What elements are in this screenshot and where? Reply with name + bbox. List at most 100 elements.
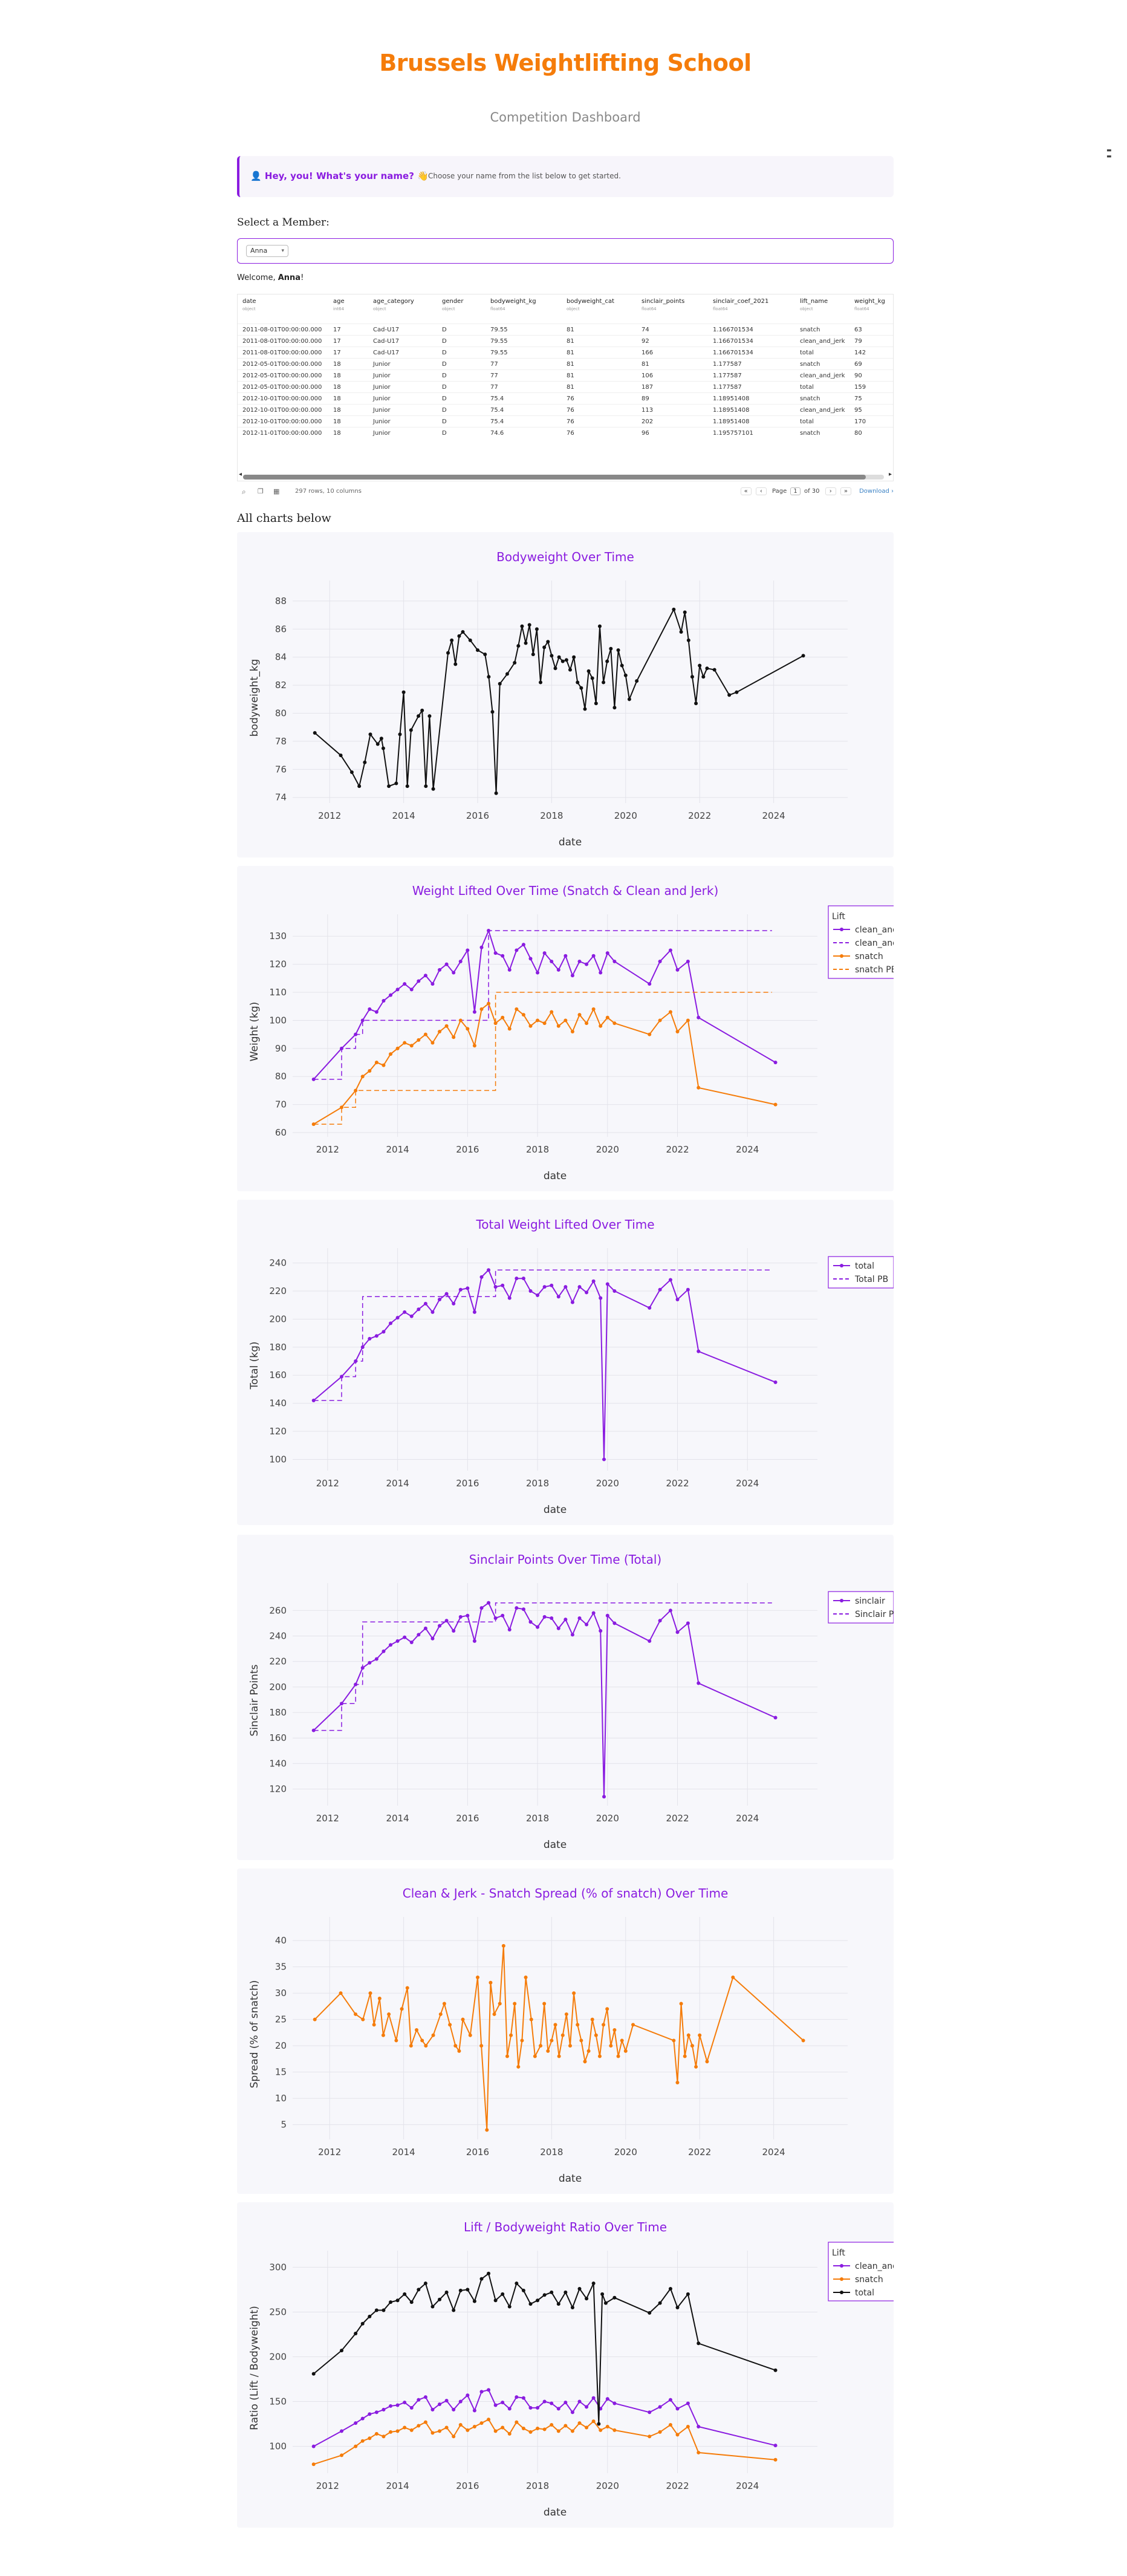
- last-page-button[interactable]: »: [840, 487, 851, 495]
- legend-entry[interactable]: clean_and_jerk: [855, 2262, 894, 2271]
- all-charts-heading: All charts below: [237, 512, 331, 525]
- table-cell: 92: [641, 338, 649, 345]
- table-cell: 159: [854, 384, 866, 391]
- legend-entry[interactable]: total: [855, 1261, 874, 1271]
- legend-entry[interactable]: Sinclair PB: [855, 1610, 894, 1619]
- legend-entry[interactable]: Total PB: [854, 1275, 888, 1284]
- legend-entry[interactable]: snatch: [855, 2275, 883, 2285]
- chart-icon[interactable]: ▦: [273, 487, 279, 495]
- scrollbar-thumb[interactable]: [243, 475, 866, 480]
- welcome-message: Welcome, Anna!: [237, 273, 304, 282]
- next-page-button[interactable]: ›: [825, 487, 836, 495]
- data-point: [675, 2081, 679, 2084]
- x-tick-label: 2018: [540, 2147, 563, 2158]
- column-header-date[interactable]: date object: [242, 298, 256, 311]
- data-point: [585, 2405, 588, 2408]
- table-row[interactable]: 2011-08-01T00:00:00.000 17 Cad-U17 D 79.55 81…: [238, 324, 894, 336]
- table-cell: 2011-08-01T00:00:00.000: [242, 338, 322, 345]
- legend-entry[interactable]: clean_and_jerk PB: [855, 938, 894, 948]
- column-header-bodyweight-kg[interactable]: bodyweight_kg float64: [490, 298, 536, 311]
- x-tick-label: 2020: [596, 1144, 619, 1155]
- data-point: [535, 627, 539, 631]
- data-point: [369, 1991, 372, 1995]
- column-header-bodyweight-cat[interactable]: bodyweight_cat object: [567, 298, 614, 311]
- legend-entry[interactable]: snatch PB: [855, 965, 894, 975]
- table-row[interactable]: 2011-08-01T00:00:00.000 17 Cad-U17 D 79.55 81…: [238, 335, 894, 347]
- data-point: [363, 761, 366, 764]
- column-header-label: sinclair_coef_2021: [713, 298, 768, 305]
- legend-entry[interactable]: snatch: [855, 952, 883, 961]
- column-header-age[interactable]: age int64: [333, 298, 345, 311]
- data-point: [524, 1976, 528, 1979]
- page-label: Page: [772, 488, 787, 495]
- data-point: [508, 1628, 512, 1631]
- y-tick-label: 110: [269, 987, 287, 998]
- data-point: [585, 2297, 588, 2300]
- data-point: [410, 987, 414, 991]
- member-select-container[interactable]: Anna ▾: [237, 238, 894, 264]
- table-row[interactable]: 2012-10-01T00:00:00.000 18 Junior D 75.4 76 20…: [238, 415, 894, 428]
- x-tick-label: 2024: [762, 2147, 785, 2158]
- table-row[interactable]: 2012-05-01T00:00:00.000 18 Junior D 77 81 187 1…: [238, 381, 894, 393]
- data-point: [494, 2403, 498, 2407]
- legend-entry[interactable]: total: [855, 2288, 874, 2298]
- column-header-sinclair-points[interactable]: sinclair_points float64: [641, 298, 684, 311]
- data-point: [369, 732, 372, 736]
- data-point: [368, 1661, 371, 1665]
- data-point: [466, 2393, 469, 2397]
- copy-icon[interactable]: ❐: [258, 487, 264, 495]
- data-point: [403, 982, 406, 986]
- legend-entry[interactable]: sinclair: [855, 1596, 885, 1606]
- table-row[interactable]: 2012-11-01T00:00:00.000 18 Junior D 74.6 76 96…: [238, 427, 894, 439]
- data-point: [417, 2424, 420, 2428]
- first-page-button[interactable]: «: [741, 487, 752, 495]
- table-row[interactable]: 2011-08-01T00:00:00.000 17 Cad-U17 D 79.55 81…: [238, 346, 894, 359]
- column-header-label: bodyweight_kg: [490, 298, 536, 305]
- data-point: [543, 2427, 547, 2431]
- data-point: [382, 2435, 385, 2438]
- data-point: [438, 1298, 441, 1301]
- data-point: [658, 960, 662, 963]
- table-row[interactable]: 2012-05-01T00:00:00.000 18 Junior D 77 81 81 1.…: [238, 358, 894, 370]
- data-point: [697, 1682, 700, 1685]
- y-tick-label: 250: [269, 2306, 287, 2317]
- search-icon[interactable]: ⌕: [242, 487, 246, 496]
- data-point: [498, 2002, 502, 2006]
- data-point: [572, 655, 576, 659]
- data-point: [592, 2419, 596, 2423]
- data-point: [493, 2012, 496, 2016]
- column-header-weight-kg[interactable]: weight_kg float64: [854, 298, 885, 311]
- data-table[interactable]: date object age int64 age_category object gend…: [237, 294, 894, 481]
- table-cell: 75.4: [490, 395, 504, 402]
- data-point: [528, 1620, 532, 1624]
- data-point: [554, 666, 557, 670]
- member-select[interactable]: Anna ▾: [246, 245, 288, 257]
- data-point: [466, 1614, 469, 1618]
- scroll-left-icon[interactable]: ◂: [239, 471, 242, 478]
- y-axis-label: Spread (% of snatch): [248, 1980, 261, 2089]
- data-point: [676, 968, 680, 972]
- data-point: [520, 625, 524, 628]
- data-point: [617, 2055, 620, 2058]
- table-cell: D: [442, 430, 447, 437]
- table-horizontal-scrollbar[interactable]: [243, 475, 884, 480]
- column-header-lift-name[interactable]: lift_name object: [800, 298, 828, 311]
- column-header-age-category[interactable]: age_category object: [373, 298, 414, 311]
- column-header-sinclair-coef-2021[interactable]: sinclair_coef_2021 float64: [713, 298, 768, 311]
- data-point: [469, 2034, 472, 2037]
- table-row[interactable]: 2012-10-01T00:00:00.000 18 Junior D 75.4 76 11…: [238, 404, 894, 416]
- scroll-right-icon[interactable]: ▸: [889, 471, 892, 478]
- data-point: [522, 2289, 525, 2292]
- table-row[interactable]: 2012-10-01T00:00:00.000 18 Junior D 75.4 76 89…: [238, 392, 894, 405]
- side-menu-icon[interactable]: ▬ ▬: [1106, 148, 1112, 154]
- table-cell: 81: [567, 372, 574, 379]
- download-button[interactable]: Download ›: [859, 488, 894, 495]
- prev-page-button[interactable]: ‹: [756, 487, 767, 495]
- data-point: [774, 1716, 778, 1719]
- page-number-input[interactable]: 1: [790, 487, 800, 495]
- data-point: [417, 2398, 420, 2402]
- column-header-gender[interactable]: gender object: [442, 298, 463, 311]
- data-point: [424, 1033, 427, 1036]
- table-row[interactable]: 2012-05-01T00:00:00.000 18 Junior D 77 81 106 1…: [238, 369, 894, 382]
- legend-entry[interactable]: clean_and_jerk: [855, 925, 894, 935]
